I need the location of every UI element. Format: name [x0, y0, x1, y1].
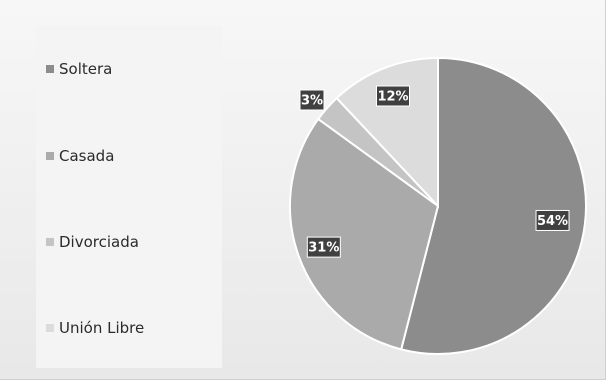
pie-slice-union-libre	[335, 56, 439, 209]
data-label-text-divorciada: 3%	[301, 94, 323, 109]
pie-slice-soltera	[399, 56, 587, 355]
data-label-divorciada: 3%	[299, 89, 325, 111]
legend-item-divorciada: Divorciada	[46, 233, 139, 251]
legend-swatch-casada	[46, 152, 54, 160]
legend-panel	[36, 26, 222, 368]
data-label-union-libre: 12%	[376, 85, 410, 107]
pie-slices	[289, 56, 587, 355]
data-label-soltera: 54%	[535, 209, 570, 231]
data-label-box-soltera	[535, 209, 570, 231]
data-label-box-divorciada	[299, 89, 325, 111]
legend-swatch-soltera	[46, 65, 54, 73]
legend-label-soltera: Soltera	[59, 60, 113, 78]
legend-label-union-libre: Unión Libre	[59, 319, 145, 337]
legend-item-union-libre: Unión Libre	[46, 319, 144, 337]
legend-swatch-union-libre	[46, 324, 54, 332]
pie-slice-casada	[289, 117, 440, 351]
legend-label-casada: Casada	[59, 147, 115, 165]
data-label-text-casada: 31%	[308, 241, 339, 256]
data-label-casada: 31%	[306, 236, 341, 258]
data-label-box-casada	[306, 236, 341, 258]
legend-item-casada: Casada	[46, 147, 114, 165]
legend-label-divorciada: Divorciada	[59, 233, 139, 251]
data-label-box-union-libre	[376, 85, 410, 107]
data-label-text-union-libre: 12%	[377, 90, 408, 105]
data-label-text-soltera: 54%	[537, 214, 568, 229]
legend-item-soltera: Soltera	[46, 60, 112, 78]
pie-data-labels: 54% 31% 3% 12%	[299, 85, 570, 258]
legend-swatch-divorciada	[46, 238, 54, 246]
